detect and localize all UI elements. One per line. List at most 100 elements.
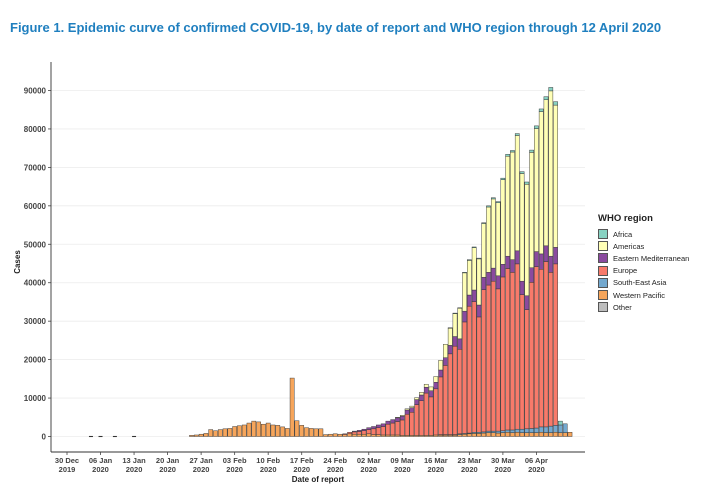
y-tick-label: 0 [42, 433, 47, 442]
bar-segment [534, 432, 539, 437]
bar-segment [467, 433, 472, 437]
bar-segment [443, 357, 448, 366]
bar-segment [476, 316, 482, 433]
bar-segment [361, 428, 367, 431]
bar-segment [510, 432, 515, 437]
x-tick-label: 06 Jan 2020 [89, 456, 113, 474]
bar-segment [500, 276, 506, 431]
bar-segment [471, 246, 477, 248]
bar-segment [294, 420, 300, 437]
legend-title: WHO region [598, 213, 653, 224]
bar-segment [567, 432, 573, 437]
bar-segment [543, 426, 549, 433]
bar-segment [380, 423, 386, 427]
bar-segment [313, 428, 319, 437]
bar-segment [486, 206, 491, 273]
bar-segment [366, 429, 372, 435]
bar-segment [558, 432, 563, 437]
bar-segment [524, 184, 530, 297]
bar-segment [500, 264, 506, 278]
bar-segment [548, 272, 554, 427]
bar-segment [385, 423, 391, 436]
x-tick-label: 10 Feb 2020 [256, 456, 280, 474]
x-tick-label: 03 Feb 2020 [223, 456, 247, 474]
bar-segment [467, 260, 472, 296]
legend-item: Americas [598, 240, 689, 252]
legend-swatch [598, 229, 608, 240]
x-tick-label: 30 Dec 2019 [55, 456, 79, 474]
x-axis-title: Date of report [292, 475, 345, 484]
bar-segment [390, 422, 396, 436]
bar-segment [457, 307, 463, 340]
bar-segment [299, 425, 305, 437]
bar-segment [352, 430, 357, 433]
bar-segment [423, 383, 429, 388]
bar-segment [347, 433, 352, 437]
legend-item: Eastern Mediterranean [598, 252, 689, 264]
bar-segment [270, 424, 276, 437]
bar-segment [203, 433, 209, 437]
bar-segment [524, 428, 530, 433]
bar-segment [548, 425, 554, 433]
bar-segment [519, 294, 525, 430]
bar-segment [457, 338, 463, 350]
bar-segment [529, 282, 534, 429]
bar-segment [490, 267, 496, 282]
bar-segment [495, 275, 501, 290]
bar-segment [467, 294, 472, 307]
bar-segment [524, 309, 530, 430]
bar-segment [380, 426, 386, 436]
bar-segment [256, 421, 261, 437]
bar-segment [385, 420, 391, 425]
bar-segment [534, 427, 539, 433]
bar-segment [529, 428, 534, 433]
bar-segment [414, 397, 419, 400]
bar-segment [414, 399, 419, 405]
bar-segment [514, 135, 520, 252]
bar-segment [510, 272, 515, 431]
bar-segment [538, 253, 544, 270]
bar-segment [562, 423, 568, 433]
bar-segment [433, 382, 439, 390]
bar-segment [486, 272, 491, 286]
legend-item: Europe [598, 265, 689, 277]
bar-segment [395, 417, 400, 422]
bar-segment [261, 423, 266, 437]
axes-layer: 0 10000 20000 30000 40000 50000 60000 70000 8000… [13, 62, 585, 484]
bar-segment [495, 288, 501, 432]
legend-label: South-East Asia [613, 278, 667, 288]
bar-segment [486, 205, 491, 208]
bar-segment [328, 433, 333, 437]
y-axis-title: Cases [13, 250, 22, 274]
bar-segment [534, 251, 539, 267]
x-tick-label: 24 Feb 2020 [323, 456, 347, 474]
bar-segment [524, 181, 530, 185]
bar-segment [462, 433, 467, 437]
bar-segment [419, 392, 424, 396]
bar-segment [514, 263, 520, 430]
x-tick-label: 09 Mar 2020 [390, 456, 414, 474]
bar-segment [237, 425, 242, 437]
bar-segment [399, 415, 405, 421]
x-tick-label: 13 Jan 2020 [122, 456, 146, 474]
bar-segment [447, 327, 453, 329]
bar-segment [342, 434, 348, 437]
bar-segment [519, 173, 525, 282]
y-tick-label: 50000 [24, 240, 47, 249]
y-tick-label: 30000 [24, 317, 47, 326]
bar-segment [486, 432, 491, 437]
bar-segment [404, 409, 410, 415]
bar-segment [447, 345, 453, 355]
bar-segment [500, 430, 506, 433]
y-tick-label: 20000 [24, 356, 47, 365]
bar-segment [457, 349, 463, 435]
bar-segment [390, 434, 396, 437]
bar-segment [395, 417, 400, 419]
bar-segment [471, 301, 477, 433]
bar-segment [241, 424, 247, 437]
bar-segment [538, 426, 544, 433]
legend-swatch [598, 265, 608, 276]
bar-segment [222, 428, 228, 437]
bar-segment [519, 171, 525, 174]
